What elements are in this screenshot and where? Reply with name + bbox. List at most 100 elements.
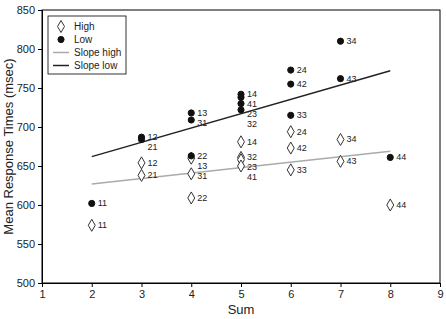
point [337, 38, 343, 44]
tick-label: 850 [17, 4, 35, 16]
point [387, 154, 393, 160]
point-label: 43 [347, 74, 357, 84]
point-label: 23 [247, 109, 257, 119]
point-label: 31 [197, 171, 207, 181]
point-label: 42 [297, 79, 307, 89]
point [337, 133, 344, 145]
tick: 750 [17, 82, 42, 94]
tick-mark [440, 283, 441, 287]
point-label: 34 [347, 134, 357, 144]
tick-mark [191, 283, 192, 287]
tick-label: 600 [17, 199, 35, 211]
plot: 1234567895005506006507007508008501111122… [17, 4, 444, 300]
tick-mark [291, 283, 292, 287]
point-label: 13 [197, 161, 207, 171]
tick: 700 [17, 121, 42, 133]
tick: 500 [17, 277, 42, 289]
marks [88, 38, 393, 231]
chart: 1234567895005506006507007508008501111122… [0, 0, 446, 319]
tick-label: 2 [89, 288, 95, 300]
tick-mark [38, 205, 42, 206]
tick: 7 [338, 283, 344, 300]
plot-frame [42, 10, 440, 283]
point [88, 219, 95, 231]
tick: 5 [238, 283, 244, 300]
legend-label: Low [74, 34, 93, 45]
point-label: 33 [297, 165, 307, 175]
point [288, 112, 294, 118]
tick-label: 500 [17, 277, 35, 289]
tick: 600 [17, 199, 42, 211]
tick: 1 [39, 283, 45, 300]
tick: 3 [139, 283, 145, 300]
tick-label: 9 [437, 288, 443, 300]
tick: 6 [288, 283, 294, 300]
tick-mark [390, 283, 391, 287]
point-label: 21 [148, 142, 158, 152]
point-label: 22 [197, 151, 207, 161]
point [288, 67, 294, 73]
tick-label: 8 [388, 288, 394, 300]
tick-mark [341, 283, 342, 287]
point-label: 34 [347, 36, 357, 46]
legend: HighLowSlope highSlope low [48, 16, 126, 74]
tick-mark [92, 283, 93, 287]
tick-label: 5 [238, 288, 244, 300]
point-label: 41 [247, 99, 257, 109]
point [188, 192, 195, 204]
y-axis: 500 550 600 650 700 750 800 850 [17, 4, 43, 289]
point [238, 107, 244, 113]
tick: 4 [189, 283, 195, 300]
point-label: 32 [247, 119, 257, 129]
point-label: 24 [297, 127, 307, 137]
tick-label: 7 [338, 288, 344, 300]
point-label: 43 [347, 156, 357, 166]
point-labels: 1111122112211331221331221441233214322341… [98, 36, 407, 230]
legend-box [48, 16, 126, 74]
tick-mark [142, 283, 143, 287]
point [188, 117, 194, 123]
point [188, 168, 195, 180]
point-label: 44 [396, 200, 406, 210]
point-label: 22 [197, 193, 207, 203]
tick-mark [38, 127, 42, 128]
point [337, 76, 343, 82]
tick-label: 650 [17, 160, 35, 172]
point [238, 136, 245, 148]
tick-mark [241, 283, 242, 287]
point-label: 12 [148, 158, 158, 168]
tick: 850 [17, 4, 42, 16]
tick-label: 4 [189, 288, 195, 300]
tick: 8 [388, 283, 394, 300]
tick: 550 [17, 238, 42, 250]
point [138, 157, 145, 169]
tick-mark [38, 88, 42, 89]
tick-label: 6 [288, 288, 294, 300]
tick: 9 [437, 283, 443, 300]
point-label: 23 [247, 162, 257, 172]
tick-label: 1 [39, 288, 45, 300]
legend-swatch [53, 65, 69, 67]
point-label: 32 [247, 152, 257, 162]
tick-label: 750 [17, 82, 35, 94]
tick-mark [38, 10, 42, 11]
tick-label: 800 [17, 43, 35, 55]
legend-label: Slope low [74, 60, 118, 71]
x-axis: 1 2 3 4 5 6 7 8 9 [39, 283, 443, 300]
point-label: 13 [197, 108, 207, 118]
y-axis-title: Mean Response Times (msec) [1, 58, 16, 234]
point [288, 81, 294, 87]
point [138, 136, 144, 142]
tick-mark [38, 283, 42, 284]
point [89, 200, 95, 206]
trend-line [92, 71, 391, 157]
point [287, 164, 294, 176]
point [138, 169, 145, 181]
tick: 2 [89, 283, 95, 300]
point [238, 94, 244, 100]
point-label: 42 [297, 143, 307, 153]
legend-swatch [58, 36, 64, 42]
axis-line [43, 284, 441, 288]
tick-mark [38, 166, 42, 167]
point [188, 110, 194, 116]
